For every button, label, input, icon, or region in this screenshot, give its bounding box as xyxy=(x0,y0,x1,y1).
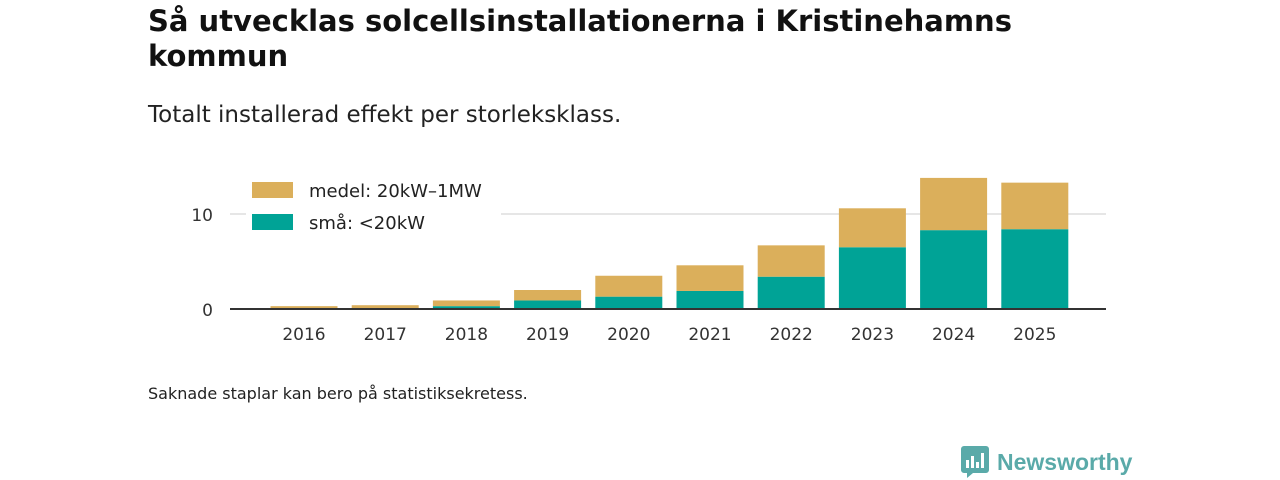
bar-2019-series-1 xyxy=(514,290,582,301)
chart-subtitle: Totalt installerad effekt per storlekskl… xyxy=(148,102,622,128)
bar-2024-series-1 xyxy=(920,177,988,231)
x-tick-label: 2017 xyxy=(364,325,407,345)
bar-2025-series-1 xyxy=(1001,182,1069,230)
x-tick-label: 2019 xyxy=(526,325,569,345)
bar-2021-series-0 xyxy=(676,290,744,309)
bar-2023-series-0 xyxy=(838,247,906,309)
y-tick-label: 0 xyxy=(202,301,213,321)
x-tick-label: 2020 xyxy=(607,325,650,345)
y-tick-label: 10 xyxy=(191,206,213,226)
bar-2017-series-1 xyxy=(351,305,419,309)
axes: 0 10 2016 2017 2018 2019 2020 2021 2022 2023 2024 2… xyxy=(191,206,1106,345)
bar-2019-series-0 xyxy=(514,300,582,309)
x-tick-label: 2023 xyxy=(851,325,894,345)
bar-2021-series-1 xyxy=(676,265,744,291)
bar-2025-series-0 xyxy=(1001,229,1069,309)
bar-2022-series-0 xyxy=(757,276,825,309)
legend-label-0: medel: 20kW–1MW xyxy=(309,181,482,202)
x-tick-label: 2018 xyxy=(445,325,488,345)
legend-swatch-0 xyxy=(252,182,293,198)
x-tick-label: 2022 xyxy=(770,325,813,345)
bar-2016-series-1 xyxy=(270,306,338,309)
bar-2020-series-0 xyxy=(595,296,663,309)
chart-title: Så utvecklas solcellsinstallationerna i … xyxy=(148,4,1012,73)
legend-label-1: små: <20kW xyxy=(309,213,425,234)
x-tick-label: 2024 xyxy=(932,325,975,345)
legend: medel: 20kW–1MW små: <20kW xyxy=(246,177,501,235)
brand-logo[interactable]: Newsworthy xyxy=(961,446,1132,478)
bar-2018-series-0 xyxy=(432,306,500,309)
bar-2024-series-0 xyxy=(920,230,988,309)
x-tick-label: 2016 xyxy=(282,325,325,345)
bar-2022-series-1 xyxy=(757,245,825,277)
footnote: Saknade staplar kan bero på statistiksek… xyxy=(148,384,528,403)
newsworthy-logo-icon xyxy=(961,446,989,478)
bars xyxy=(270,177,1069,309)
x-tick-label: 2021 xyxy=(688,325,731,345)
bar-2018-series-1 xyxy=(432,300,500,307)
legend-swatch-1 xyxy=(252,214,293,230)
bar-2020-series-1 xyxy=(595,275,663,297)
x-tick-label: 2025 xyxy=(1013,325,1056,345)
bar-2023-series-1 xyxy=(838,208,906,248)
brand-name: Newsworthy xyxy=(997,449,1133,475)
stacked-bar-chart: 0 10 2016 2017 2018 2019 2020 2021 2022 2023 2024 2… xyxy=(191,177,1106,345)
